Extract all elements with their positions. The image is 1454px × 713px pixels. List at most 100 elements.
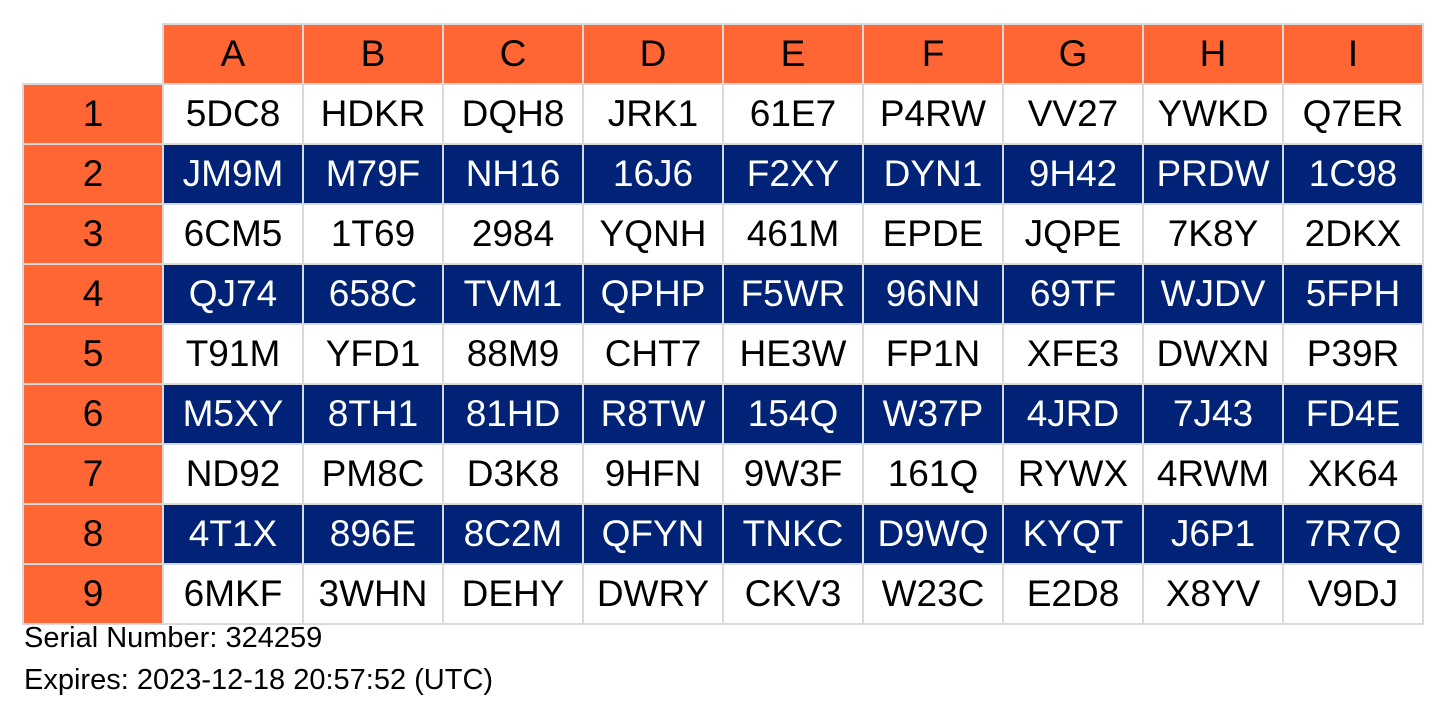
expiry-text: Expires: 2023-12-18 20:57:52 (UTC) xyxy=(24,664,494,696)
grid-cell-c3: 2984 xyxy=(442,203,584,265)
column-header-a: A xyxy=(162,23,304,85)
grid-cell-c9: DEHY xyxy=(442,563,584,625)
table-row: 1 5DC8 HDKR DQH8 JRK1 61E7 P4RW VV27 YWKD Q7ER xyxy=(22,83,1424,145)
column-header-c: C xyxy=(442,23,584,85)
grid-cell-d2: 16J6 xyxy=(582,143,724,205)
row-header-6: 6 xyxy=(22,383,164,445)
grid-cell-g3: JQPE xyxy=(1002,203,1144,265)
grid-cell-i4: 5FPH xyxy=(1282,263,1424,325)
grid-cell-e4: F5WR xyxy=(722,263,864,325)
grid-cell-h4: WJDV xyxy=(1142,263,1284,325)
grid-cell-a7: ND92 xyxy=(162,443,304,505)
grid-cell-d1: JRK1 xyxy=(582,83,724,145)
column-header-g: G xyxy=(1002,23,1144,85)
grid-cell-e5: HE3W xyxy=(722,323,864,385)
grid-cell-h7: 4RWM xyxy=(1142,443,1284,505)
row-header-4: 4 xyxy=(22,263,164,325)
grid-body: 1 5DC8 HDKR DQH8 JRK1 61E7 P4RW VV27 YWKD Q7ER 2 JM… xyxy=(22,83,1424,625)
row-header-3: 3 xyxy=(22,203,164,265)
grid-cell-d3: YQNH xyxy=(582,203,724,265)
grid-cell-a4: QJ74 xyxy=(162,263,304,325)
grid-cell-d7: 9HFN xyxy=(582,443,724,505)
grid-cell-f8: D9WQ xyxy=(862,503,1004,565)
grid-cell-h1: YWKD xyxy=(1142,83,1284,145)
table-row: 2 JM9M M79F NH16 16J6 F2XY DYN1 9H42 PRDW 1C98 xyxy=(22,143,1424,205)
grid-cell-f7: 161Q xyxy=(862,443,1004,505)
grid-cell-h2: PRDW xyxy=(1142,143,1284,205)
grid-cell-h3: 7K8Y xyxy=(1142,203,1284,265)
grid-cell-h6: 7J43 xyxy=(1142,383,1284,445)
grid-cell-e2: F2XY xyxy=(722,143,864,205)
grid-cell-a8: 4T1X xyxy=(162,503,304,565)
grid-cell-h5: DWXN xyxy=(1142,323,1284,385)
grid-cell-g6: 4JRD xyxy=(1002,383,1144,445)
grid-cell-b4: 658C xyxy=(302,263,444,325)
column-header-i: I xyxy=(1282,23,1424,85)
grid-cell-i8: 7R7Q xyxy=(1282,503,1424,565)
grid-cell-d8: QFYN xyxy=(582,503,724,565)
table-row: 3 6CM5 1T69 2984 YQNH 461M EPDE JQPE 7K8Y 2DKX xyxy=(22,203,1424,265)
table-row: 9 6MKF 3WHN DEHY DWRY CKV3 W23C E2D8 X8YV V9DJ xyxy=(22,563,1424,625)
corner-cell xyxy=(23,24,163,84)
grid-cell-d5: CHT7 xyxy=(582,323,724,385)
grid-cell-c6: 81HD xyxy=(442,383,584,445)
grid-cell-b1: HDKR xyxy=(302,83,444,145)
grid-cell-d6: R8TW xyxy=(582,383,724,445)
grid-cell-d4: QPHP xyxy=(582,263,724,325)
grid-cell-c5: 88M9 xyxy=(442,323,584,385)
grid-cell-g4: 69TF xyxy=(1002,263,1144,325)
grid-cell-d9: DWRY xyxy=(582,563,724,625)
grid-cell-i5: P39R xyxy=(1282,323,1424,385)
grid-cell-b3: 1T69 xyxy=(302,203,444,265)
grid-cell-f6: W37P xyxy=(862,383,1004,445)
grid-cell-i6: FD4E xyxy=(1282,383,1424,445)
grid-cell-b6: 8TH1 xyxy=(302,383,444,445)
grid-cell-e9: CKV3 xyxy=(722,563,864,625)
grid-cell-f2: DYN1 xyxy=(862,143,1004,205)
column-header-row: A B C D E F G H I xyxy=(23,23,1424,85)
grid-cell-b2: M79F xyxy=(302,143,444,205)
grid-cell-c1: DQH8 xyxy=(442,83,584,145)
grid-cell-a5: T91M xyxy=(162,323,304,385)
grid-cell-b7: PM8C xyxy=(302,443,444,505)
grid-cell-a1: 5DC8 xyxy=(162,83,304,145)
grid-cell-c7: D3K8 xyxy=(442,443,584,505)
grid-cell-f3: EPDE xyxy=(862,203,1004,265)
grid-cell-i2: 1C98 xyxy=(1282,143,1424,205)
grid-cell-g5: XFE3 xyxy=(1002,323,1144,385)
column-header-e: E xyxy=(722,23,864,85)
column-header-b: B xyxy=(302,23,444,85)
column-header-h: H xyxy=(1142,23,1284,85)
table-row: 5 T91M YFD1 88M9 CHT7 HE3W FP1N XFE3 DWXN P39R xyxy=(22,323,1424,385)
grid-cell-g2: 9H42 xyxy=(1002,143,1144,205)
row-header-7: 7 xyxy=(22,443,164,505)
grid-cell-f1: P4RW xyxy=(862,83,1004,145)
grid-cell-e3: 461M xyxy=(722,203,864,265)
grid-cell-a6: M5XY xyxy=(162,383,304,445)
grid-cell-i7: XK64 xyxy=(1282,443,1424,505)
grid-cell-h9: X8YV xyxy=(1142,563,1284,625)
table-row: 8 4T1X 896E 8C2M QFYN TNKC D9WQ KYQT J6P1 7R7Q xyxy=(22,503,1424,565)
grid-cell-i1: Q7ER xyxy=(1282,83,1424,145)
table-row: 6 M5XY 8TH1 81HD R8TW 154Q W37P 4JRD 7J43 FD4E xyxy=(22,383,1424,445)
grid-cell-h8: J6P1 xyxy=(1142,503,1284,565)
grid-cell-b9: 3WHN xyxy=(302,563,444,625)
grid-cell-e6: 154Q xyxy=(722,383,864,445)
grid-cell-g1: VV27 xyxy=(1002,83,1144,145)
row-header-1: 1 xyxy=(22,83,164,145)
grid-cell-a3: 6CM5 xyxy=(162,203,304,265)
grid-cell-e8: TNKC xyxy=(722,503,864,565)
row-header-9: 9 xyxy=(22,563,164,625)
security-grid-table: A B C D E F G H I 1 5DC8 HDKR DQH8 JRK1 61E7 P… xyxy=(22,23,1424,625)
row-header-2: 2 xyxy=(22,143,164,205)
column-header-d: D xyxy=(582,23,724,85)
serial-number-text: Serial Number: 324259 xyxy=(24,622,323,654)
grid-cell-f5: FP1N xyxy=(862,323,1004,385)
column-header-f: F xyxy=(862,23,1004,85)
grid-cell-i9: V9DJ xyxy=(1282,563,1424,625)
row-header-8: 8 xyxy=(22,503,164,565)
grid-cell-a2: JM9M xyxy=(162,143,304,205)
grid-cell-b5: YFD1 xyxy=(302,323,444,385)
grid-cell-e7: 9W3F xyxy=(722,443,864,505)
row-header-5: 5 xyxy=(22,323,164,385)
